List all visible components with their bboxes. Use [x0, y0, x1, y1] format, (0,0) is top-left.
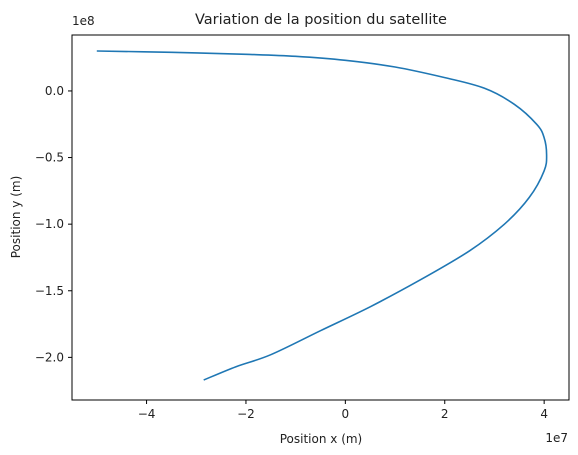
x-tick-label: 4	[540, 407, 548, 421]
x-tick-label: 2	[441, 407, 449, 421]
x-axis-offset-label: 1e7	[545, 431, 568, 445]
x-axis-ticks: −4 −2 0 2 4	[138, 400, 548, 421]
y-tick-label: −2.0	[35, 350, 64, 364]
x-tick-label: 0	[342, 407, 350, 421]
x-axis-label: Position x (m)	[280, 432, 363, 446]
y-axis-label: Position y (m)	[9, 176, 23, 259]
x-tick-label: −2	[237, 407, 255, 421]
y-tick-label: 0.0	[45, 84, 64, 98]
trajectory-line	[96, 50, 548, 381]
y-tick-label: −0.5	[35, 151, 64, 165]
chart-title: Variation de la position du satellite	[195, 12, 447, 28]
y-tick-label: −1.0	[35, 217, 64, 231]
plot-frame	[71, 34, 570, 401]
x-tick-label: −4	[138, 407, 156, 421]
y-tick-label: −1.5	[35, 284, 64, 298]
y-axis-ticks: 0.0 −0.5 −1.0 −1.5 −2.0	[35, 84, 72, 364]
y-axis-offset-label: 1e8	[72, 14, 95, 28]
